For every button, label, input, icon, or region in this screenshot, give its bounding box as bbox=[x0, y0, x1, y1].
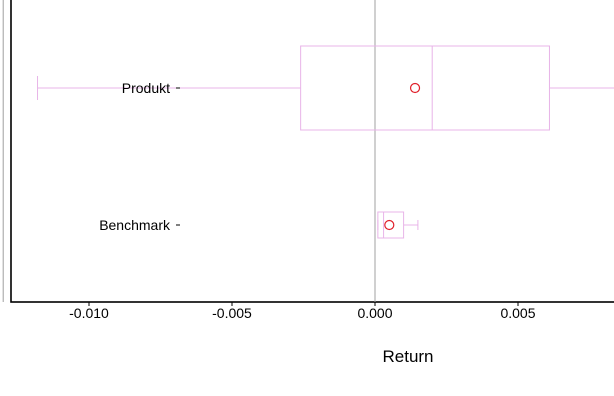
iqr-box bbox=[300, 45, 550, 131]
category-label: Produkt bbox=[122, 80, 170, 96]
x-tick-label: 0.000 bbox=[357, 305, 392, 321]
box-produkt bbox=[37, 45, 614, 131]
box-benchmark bbox=[377, 211, 419, 239]
plot-frame bbox=[10, 0, 614, 303]
x-tick-label: -0.005 bbox=[212, 305, 252, 321]
category-label: Benchmark bbox=[99, 217, 171, 233]
iqr-box bbox=[377, 211, 405, 239]
x-tick-label: 0.005 bbox=[500, 305, 535, 321]
mean-marker bbox=[409, 82, 421, 94]
x-tick-label: -0.010 bbox=[69, 305, 109, 321]
mean-marker bbox=[384, 219, 395, 231]
plot-border bbox=[10, 0, 614, 303]
boxes bbox=[37, 45, 614, 239]
x-axis-label: Return bbox=[382, 347, 433, 366]
reference-lines bbox=[2, 0, 376, 302]
category-labels: Produkt Benchmark bbox=[99, 80, 180, 233]
